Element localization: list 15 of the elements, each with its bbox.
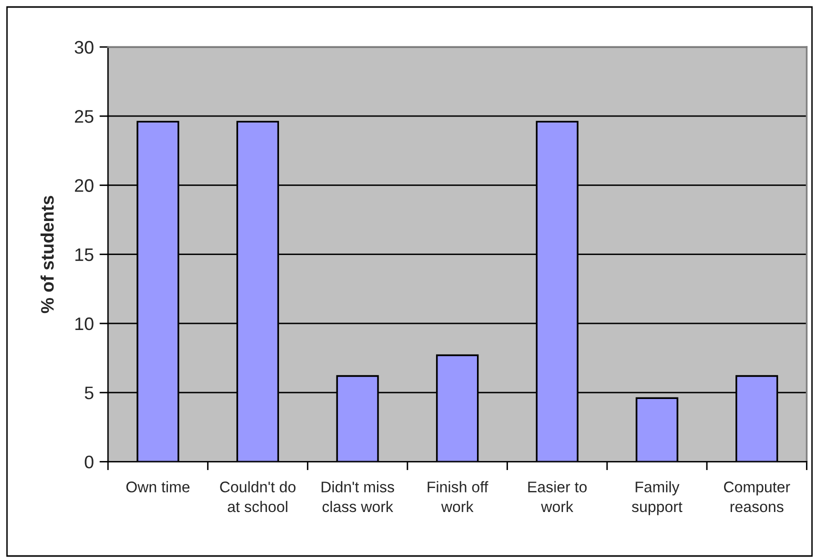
y-tick-label: 5	[84, 386, 94, 400]
y-tick-label: 25	[74, 110, 94, 123]
x-tick-label: Family support	[632, 481, 682, 516]
y-axis-title: % of students	[40, 196, 54, 314]
y-tick-label: 30	[74, 40, 94, 54]
y-tick-label: 0	[84, 456, 94, 468]
x-tick-label: Couldn't do at school	[220, 481, 296, 512]
x-tick-label: Finish off work	[428, 481, 488, 512]
x-tick-label: Computer reasons	[724, 482, 790, 512]
y-tick-label: 20	[74, 179, 94, 192]
x-tick-label: Own time	[126, 481, 190, 492]
y-tick-label: 10	[75, 317, 94, 330]
y-tick-label: 15	[75, 248, 94, 262]
x-tick-label: Didn't miss class work	[322, 481, 394, 512]
x-tick-label: Easier to work	[528, 481, 587, 512]
